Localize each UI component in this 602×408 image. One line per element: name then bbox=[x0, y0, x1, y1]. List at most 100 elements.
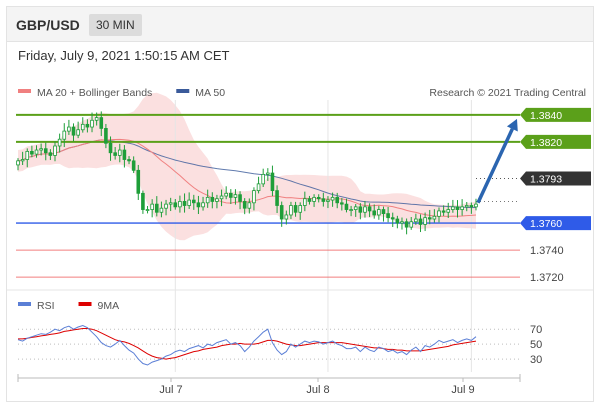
candle bbox=[25, 148, 30, 168]
candle bbox=[455, 200, 460, 218]
price-label-1.3840: 1.3840 bbox=[530, 110, 562, 122]
candle bbox=[474, 198, 478, 211]
candle bbox=[99, 111, 104, 137]
candle bbox=[159, 201, 164, 218]
candle bbox=[372, 204, 377, 219]
candle bbox=[427, 209, 432, 225]
candle bbox=[261, 168, 265, 188]
candle bbox=[164, 199, 168, 216]
candle bbox=[20, 151, 25, 165]
candle bbox=[90, 112, 94, 133]
candle bbox=[284, 210, 289, 225]
candle bbox=[191, 194, 196, 210]
candle bbox=[150, 199, 154, 218]
rsi-legend-swatch-0 bbox=[18, 302, 31, 306]
legend-label-0: MA 20 + Bollinger Bands bbox=[37, 87, 152, 99]
candle bbox=[196, 195, 201, 215]
price-tag-1.3793 bbox=[520, 171, 591, 186]
candle bbox=[80, 117, 85, 133]
widget-header: GBP/USD 30 MIN bbox=[7, 7, 593, 42]
candle bbox=[335, 192, 340, 209]
candle bbox=[307, 195, 312, 205]
x-tick-label-2: Jul 9 bbox=[451, 384, 474, 396]
candle bbox=[43, 142, 48, 161]
candle bbox=[62, 123, 67, 148]
candle bbox=[113, 147, 117, 160]
candle bbox=[266, 168, 270, 181]
rsi-legend-swatch-1 bbox=[78, 302, 92, 306]
candle bbox=[358, 203, 363, 220]
candle bbox=[252, 187, 256, 211]
candle bbox=[381, 206, 386, 222]
candle bbox=[326, 196, 330, 209]
price-label-1.3740: 1.3740 bbox=[530, 245, 564, 257]
rsi-legend-label-1: 9MA bbox=[98, 300, 120, 312]
candle bbox=[298, 202, 303, 220]
candle bbox=[414, 213, 418, 225]
forecast-arrow-head bbox=[506, 118, 518, 132]
candle bbox=[219, 189, 224, 207]
candle bbox=[451, 199, 455, 213]
chart-datetime: Friday, July 9, 2021 1:50:15 AM CET bbox=[18, 48, 230, 63]
candle bbox=[30, 145, 34, 158]
price-label-1.3820: 1.3820 bbox=[530, 137, 562, 149]
legend-swatch-1 bbox=[176, 89, 190, 93]
candle bbox=[409, 216, 414, 230]
candle bbox=[127, 156, 131, 165]
candle bbox=[395, 215, 400, 229]
candle bbox=[242, 198, 247, 215]
candle bbox=[441, 205, 446, 216]
candle bbox=[432, 209, 437, 223]
candle bbox=[210, 192, 215, 209]
candle bbox=[39, 143, 43, 156]
candle bbox=[71, 123, 76, 142]
forecast-arrow-shaft bbox=[476, 128, 514, 204]
x-tick-label-0: Jul 7 bbox=[159, 384, 182, 396]
legend-swatch-0 bbox=[18, 89, 31, 93]
candle bbox=[321, 192, 326, 207]
rsi-line bbox=[17, 324, 477, 366]
candle bbox=[344, 198, 349, 213]
candle bbox=[363, 200, 367, 218]
candle bbox=[404, 218, 409, 235]
legend-label-1: MA 50 bbox=[195, 87, 225, 99]
candle bbox=[215, 194, 219, 209]
candle bbox=[173, 199, 178, 210]
candle bbox=[67, 119, 71, 135]
candle bbox=[34, 145, 39, 158]
candle bbox=[187, 192, 191, 209]
rsi-tick-50: 50 bbox=[530, 339, 542, 351]
symbol-label: GBP/USD bbox=[16, 17, 80, 33]
rsi-ma-line bbox=[18, 328, 477, 360]
candle bbox=[469, 202, 474, 214]
rsi-legend-label-0: RSI bbox=[37, 300, 55, 312]
price-label-1.3793: 1.3793 bbox=[530, 173, 562, 185]
candle bbox=[238, 191, 242, 210]
candle bbox=[16, 158, 20, 171]
candle bbox=[178, 195, 182, 213]
chart-widget: GBP/USD 30 MIN Friday, July 9, 2021 1:50… bbox=[6, 6, 594, 402]
rsi-tick-30: 30 bbox=[530, 354, 542, 366]
candle bbox=[437, 207, 441, 223]
candle bbox=[57, 133, 62, 153]
candle bbox=[108, 136, 113, 161]
timeframe-badge[interactable]: 30 MIN bbox=[89, 14, 142, 36]
candle bbox=[464, 202, 469, 212]
candle bbox=[182, 193, 187, 213]
candle bbox=[168, 197, 173, 212]
price-tag-1.3840 bbox=[520, 107, 591, 122]
candle bbox=[377, 205, 381, 220]
candle bbox=[154, 196, 159, 217]
candle bbox=[85, 119, 90, 133]
candle bbox=[224, 186, 228, 200]
candle bbox=[293, 201, 298, 217]
price-label-1.3760: 1.3760 bbox=[530, 218, 562, 230]
candle bbox=[400, 217, 404, 230]
attribution: Research © 2021 Trading Central bbox=[429, 87, 586, 99]
price-label-1.3720: 1.3720 bbox=[530, 272, 564, 284]
candle bbox=[122, 145, 127, 168]
candle bbox=[423, 212, 427, 232]
candle bbox=[48, 149, 53, 161]
x-tick-label-1: Jul 8 bbox=[306, 384, 329, 396]
candle bbox=[76, 121, 80, 139]
